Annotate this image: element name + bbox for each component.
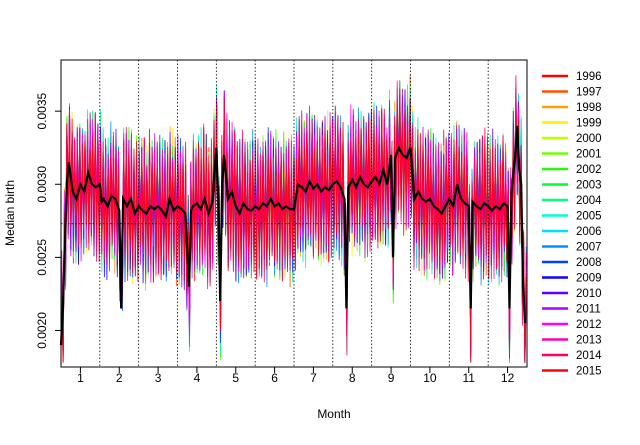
x-tick-label: 8 <box>349 371 356 385</box>
legend-label: 2015 <box>576 366 602 378</box>
legend: 1996 1997 1998 1999 2000 2001 2002 2003 2004 2005… <box>542 71 602 378</box>
x-tick-label: 10 <box>423 371 437 385</box>
x-tick-label: 9 <box>388 371 395 385</box>
legend-label: 2014 <box>576 350 602 362</box>
legend-label: 2001 <box>576 149 602 161</box>
x-tick-label: 1 <box>77 371 84 385</box>
y-tick-label: 0.0035 <box>35 92 49 129</box>
legend-label: 1997 <box>576 87 602 99</box>
legend-label: 1996 <box>576 71 602 83</box>
legend-label: 1998 <box>576 102 602 114</box>
x-tick-label: 11 <box>463 371 476 385</box>
y-tick-label: 0.0020 <box>35 312 49 349</box>
legend-label: 2013 <box>576 335 602 347</box>
legend-label: 1999 <box>576 118 602 130</box>
legend-label: 2012 <box>576 319 602 331</box>
x-tick-label: 4 <box>194 371 201 385</box>
x-tick-label: 2 <box>116 371 123 385</box>
x-tick-label: 5 <box>232 371 239 385</box>
legend-label: 2004 <box>576 195 602 207</box>
legend-label: 2008 <box>576 257 602 269</box>
legend-label: 2011 <box>576 304 601 316</box>
y-tick-label: 0.0025 <box>35 239 49 276</box>
y-axis-label: Median birth <box>3 180 17 246</box>
median-series-line <box>59 125 527 346</box>
legend-label: 2007 <box>576 242 602 254</box>
legend-label: 2010 <box>576 288 602 300</box>
x-tick-label: 12 <box>501 371 515 385</box>
legend-label: 2003 <box>576 180 602 192</box>
legend-label: 2002 <box>576 164 602 176</box>
x-tick-label: 3 <box>155 371 162 385</box>
legend-label: 2005 <box>576 211 602 223</box>
x-axis-label: Month <box>317 407 350 421</box>
year-series-line <box>61 89 527 363</box>
x-tick-label: 6 <box>271 371 278 385</box>
x-axis: 1 2 3 4 5 6 7 8 9 10 11 12 <box>77 366 515 385</box>
y-axis: 0.0020 0.0025 0.0030 0.0035 <box>35 92 62 349</box>
x-tick-label: 7 <box>310 371 317 385</box>
legend-label: 2009 <box>576 273 602 285</box>
y-tick-label: 0.0030 <box>35 166 49 203</box>
legend-label: 2000 <box>576 133 602 145</box>
legend-label: 2006 <box>576 226 602 238</box>
